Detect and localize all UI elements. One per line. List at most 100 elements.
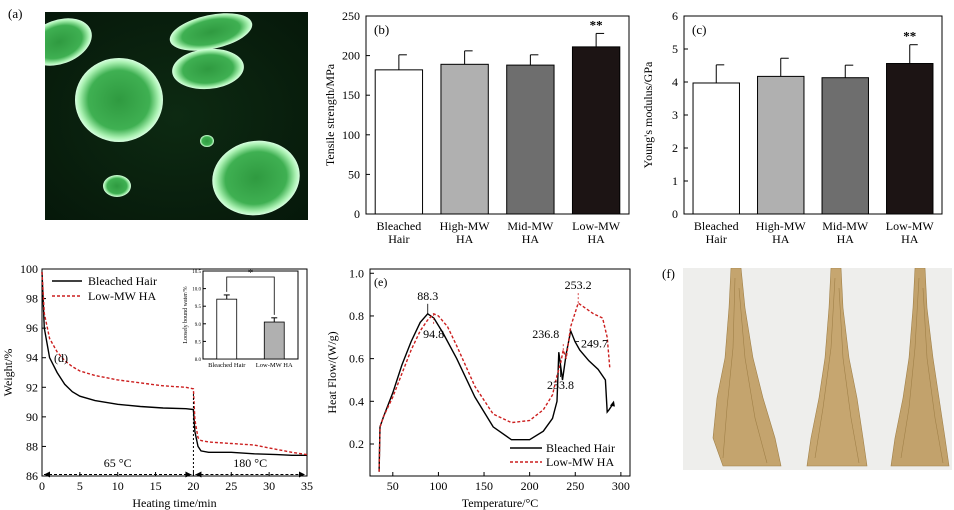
inset-y-tick-label: 10.0 <box>192 288 201 293</box>
hair-photo <box>683 268 952 470</box>
y-tick-label: 100 <box>20 262 38 276</box>
plot-frame <box>41 268 308 477</box>
x-tick-label: 0 <box>39 479 45 493</box>
chart-e: 50 100 150 200 250 300 0.2 0.4 0.6 0.8 1.0 88.3 94.8… <box>325 266 631 510</box>
bar <box>821 77 869 215</box>
panel-label: (b) <box>374 22 389 37</box>
inset-x-tick-label: Bleached Hair <box>208 362 246 369</box>
arrow-head <box>44 471 50 478</box>
y-axis-label: Weight/% <box>1 349 15 397</box>
y-tick-label: 86 <box>26 469 38 483</box>
panel-label: (e) <box>374 275 387 289</box>
inset-y-tick-label: 9.5 <box>195 305 202 310</box>
bar <box>692 82 740 215</box>
panel-a-label: (a) <box>8 6 23 21</box>
x-tick-label: HA <box>837 232 855 246</box>
y-axis-label: Tensile strength/MPa <box>323 63 337 166</box>
significance-mark: ** <box>903 29 916 44</box>
y-tick-label: 92 <box>26 380 38 394</box>
arrow-head <box>185 471 192 478</box>
bar <box>571 46 621 215</box>
x-tick-label: 250 <box>566 479 584 493</box>
panel-f-label: (f) <box>662 266 675 281</box>
y-tick-label: 88 <box>26 439 38 453</box>
x-tick-label: 15 <box>150 479 162 493</box>
hair-tress-1 <box>712 268 782 467</box>
series-line <box>41 271 308 456</box>
panel-label: (c) <box>692 22 706 37</box>
phase-label: 65 °C <box>104 456 132 470</box>
series-line <box>41 271 307 457</box>
y-tick-label: 0.8 <box>349 309 364 323</box>
arrow-head <box>299 471 305 478</box>
x-tick-label: 300 <box>612 479 630 493</box>
x-tick-label: HA <box>456 232 474 246</box>
x-tick-label: Low-MW <box>572 219 621 233</box>
y-tick-label: 50 <box>348 167 360 181</box>
chart-b: (b)050100150200250BleachedHairHigh-MWHAM… <box>323 9 630 246</box>
y-tick-label: 200 <box>342 49 360 63</box>
inset-x-tick-label: Low-MW HA <box>256 362 293 369</box>
y-axis-label: Young's modulus/GPa <box>641 61 655 168</box>
x-tick-label: 10 <box>112 479 124 493</box>
y-tick-label: 3 <box>672 108 678 122</box>
x-tick-label: Bleached <box>377 219 422 233</box>
y-tick-label: 98 <box>26 292 38 306</box>
bar <box>374 69 424 215</box>
y-tick-label: 94 <box>26 351 38 365</box>
chart-c: (c)0123456BleachedHairHigh-MWHAMid-MWHA*… <box>641 9 943 246</box>
x-tick-label: Mid-MW <box>507 219 554 233</box>
y-tick-label: 4 <box>672 75 678 89</box>
peak-label: 253.2 <box>565 278 592 292</box>
x-axis-label: Temperature/°C <box>462 496 539 510</box>
hair-tress-3 <box>890 268 950 467</box>
phase-label: 180 °C <box>233 456 267 470</box>
hair-tress-2 <box>806 268 868 467</box>
x-axis-label: Heating time/min <box>132 496 216 510</box>
significance-mark: ** <box>590 17 603 32</box>
x-tick-label: 50 <box>387 479 399 493</box>
inset-y-tick-label: 10.5 <box>192 270 201 275</box>
inset-y-tick-label: 8.5 <box>195 340 202 345</box>
inset-y-axis-label: Loosely bound water/% <box>183 286 189 343</box>
legend-label: Low-MW HA <box>546 455 614 469</box>
series-line <box>378 312 613 472</box>
inset-y-tick-label: 9.0 <box>195 323 202 328</box>
micrograph-image <box>45 12 308 220</box>
x-tick-label: High-MW <box>756 219 807 233</box>
x-tick-label: Hair <box>388 232 409 246</box>
y-tick-label: 150 <box>342 88 360 102</box>
peak-label: 233.8 <box>547 378 574 392</box>
inset-bar <box>216 298 238 360</box>
x-tick-label: 30 <box>263 479 275 493</box>
curve-end-arrow <box>609 400 615 407</box>
y-tick-label: 0 <box>354 207 360 221</box>
y-tick-label: 0 <box>672 207 678 221</box>
panel-label: (d) <box>54 351 68 365</box>
y-tick-label: 96 <box>26 321 38 335</box>
y-axis-label: Heat Flow/(W/g) <box>325 331 339 413</box>
inset-frame <box>202 270 299 360</box>
legend-label: Bleached Hair <box>88 274 157 288</box>
plot-frame <box>369 268 631 477</box>
inset-y-tick-label: 8.0 <box>195 358 202 363</box>
legend-label: Low-MW HA <box>88 289 156 303</box>
x-tick-label: 25 <box>225 479 237 493</box>
x-tick-label: Bleached <box>694 219 739 233</box>
y-tick-label: 90 <box>26 410 38 424</box>
plot-frame <box>365 15 630 215</box>
y-tick-label: 0.2 <box>349 437 364 451</box>
x-tick-label: 200 <box>521 479 539 493</box>
significance-mark: * <box>248 268 253 279</box>
chart-d: 0 5 10 15 20 25 30 35 86 88 90 92 94 96 98 100 65 °C 180 … <box>1 262 313 510</box>
arrow-head <box>195 471 202 478</box>
y-tick-label: 0.6 <box>349 352 364 366</box>
y-tick-label: 100 <box>342 128 360 142</box>
significance-bracket <box>226 276 275 315</box>
x-tick-label: HA <box>522 232 540 246</box>
x-tick-label: HA <box>772 232 790 246</box>
x-tick-label: 35 <box>301 479 313 493</box>
x-tick-label: Mid-MW <box>822 219 869 233</box>
bar <box>757 75 805 215</box>
y-tick-label: 1.0 <box>349 266 364 280</box>
